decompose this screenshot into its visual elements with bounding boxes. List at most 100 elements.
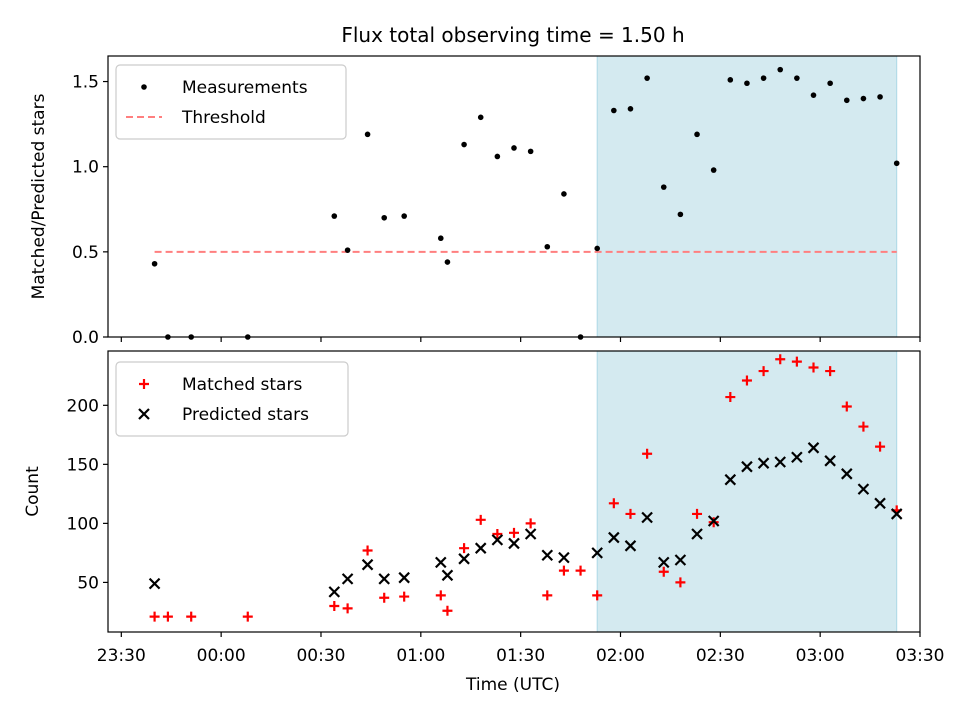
measurement-point (777, 66, 784, 73)
measurement-point (694, 131, 700, 138)
measurement-point (444, 259, 451, 265)
matched-star-point (625, 508, 636, 519)
predicted-star-point (874, 497, 886, 510)
matched-star-point (808, 362, 819, 373)
y-axis-label: Count (23, 466, 43, 517)
matched-star-point (725, 392, 736, 403)
measurement-point (794, 75, 800, 81)
y-tick-label: 0.0 (72, 328, 99, 348)
legend-marker (138, 408, 150, 420)
matched-star-point (186, 611, 197, 622)
measurement-point (810, 92, 817, 98)
matched-star-point (459, 543, 470, 554)
measurement-point (877, 94, 883, 100)
measurement-point (364, 131, 371, 138)
measurement-point (727, 77, 734, 83)
predicted-star-point (724, 473, 737, 486)
predicted-star-point (608, 531, 620, 544)
measurement-point (344, 247, 351, 253)
predicted-star-point (757, 457, 770, 469)
predicted-star-point (624, 540, 637, 552)
measurement-point (331, 213, 338, 219)
y-tick-label: 1.5 (72, 73, 99, 93)
matched-star-point (775, 354, 786, 365)
x-tick-label: 02:00 (596, 646, 645, 666)
measurement-point (511, 145, 517, 151)
top-panel: 0.0 0.5 1.0 1.5 Matched/Predicted stars Measu… (29, 55, 921, 348)
matched-star-point (442, 605, 453, 616)
x-tick-label: 02:30 (696, 646, 745, 666)
predicted-star-point (857, 483, 870, 495)
matched-star-point (162, 611, 173, 622)
predicted-star-point (148, 577, 161, 590)
matched-star-point (741, 375, 752, 386)
x-tick-label: 00:30 (296, 646, 345, 666)
measurement-point (381, 214, 388, 221)
measurement-point (544, 243, 551, 250)
matched-star-point (575, 565, 586, 576)
measurement-point (437, 235, 444, 242)
measurement-point (860, 95, 867, 102)
predicted-star-point (508, 537, 520, 550)
predicted-star-point (541, 549, 554, 562)
x-tick-label: 03:30 (896, 646, 945, 666)
matched-star-point (362, 545, 373, 556)
measurement-point (401, 213, 407, 219)
predicted-star-point (474, 542, 487, 554)
predicted-star-point (591, 547, 603, 559)
measurement-point (561, 191, 567, 197)
measurement-point (644, 75, 650, 81)
y-tick-label: 100 (67, 514, 99, 534)
matched-star-point (608, 498, 619, 509)
predicted-star-point (361, 558, 374, 571)
measurement-point (744, 80, 750, 87)
matched-star-point (858, 421, 869, 432)
matched-star-point (558, 565, 569, 576)
measurement-point (843, 97, 850, 104)
predicted-star-point (691, 528, 703, 540)
predicted-star-point (491, 534, 504, 546)
predicted-star-point (378, 573, 390, 585)
predicted-star-point (791, 451, 803, 464)
measurement-point (677, 211, 684, 218)
predicted-star-point (741, 460, 753, 473)
matched-star-point (149, 611, 160, 622)
x-tick-label: 01:00 (396, 646, 445, 666)
predicted-star-point (398, 571, 410, 584)
matched-star-point (492, 529, 503, 540)
x-tick-label: 01:30 (496, 646, 545, 666)
matched-star-point (642, 448, 653, 459)
axes-frame (107, 55, 921, 338)
legend-marker (139, 379, 149, 389)
predicted-star-point (558, 551, 570, 564)
predicted-star-point (890, 508, 903, 520)
matched-star-point (475, 514, 486, 525)
measurement-point (660, 184, 667, 190)
matched-star-point (658, 566, 669, 577)
observing-span-band (596, 55, 898, 338)
legend-box (115, 361, 349, 437)
observing-span-band (596, 350, 898, 633)
y-tick-label: 50 (77, 573, 99, 593)
predicted-star-point (807, 442, 820, 454)
predicted-star-point (824, 455, 836, 467)
legend-label: Predicted stars (182, 405, 309, 425)
matched-star-point (542, 590, 553, 601)
predicted-star-point (341, 573, 354, 585)
y-tick-label: 1.0 (72, 158, 99, 178)
matched-star-point (592, 590, 603, 601)
matched-star-point (825, 366, 836, 377)
measurement-point (494, 153, 501, 160)
matched-star-point (509, 527, 519, 538)
matched-star-point (675, 577, 686, 588)
matched-star-point (399, 591, 410, 602)
matched-star-point (525, 518, 536, 529)
predicted-star-point (674, 554, 687, 566)
matched-star-point (791, 356, 802, 367)
predicted-star-point (435, 556, 447, 569)
measurement-point (461, 141, 467, 148)
legend-label: Measurements (182, 78, 308, 98)
measurement-point (477, 114, 484, 121)
matched-star-point (379, 592, 390, 603)
